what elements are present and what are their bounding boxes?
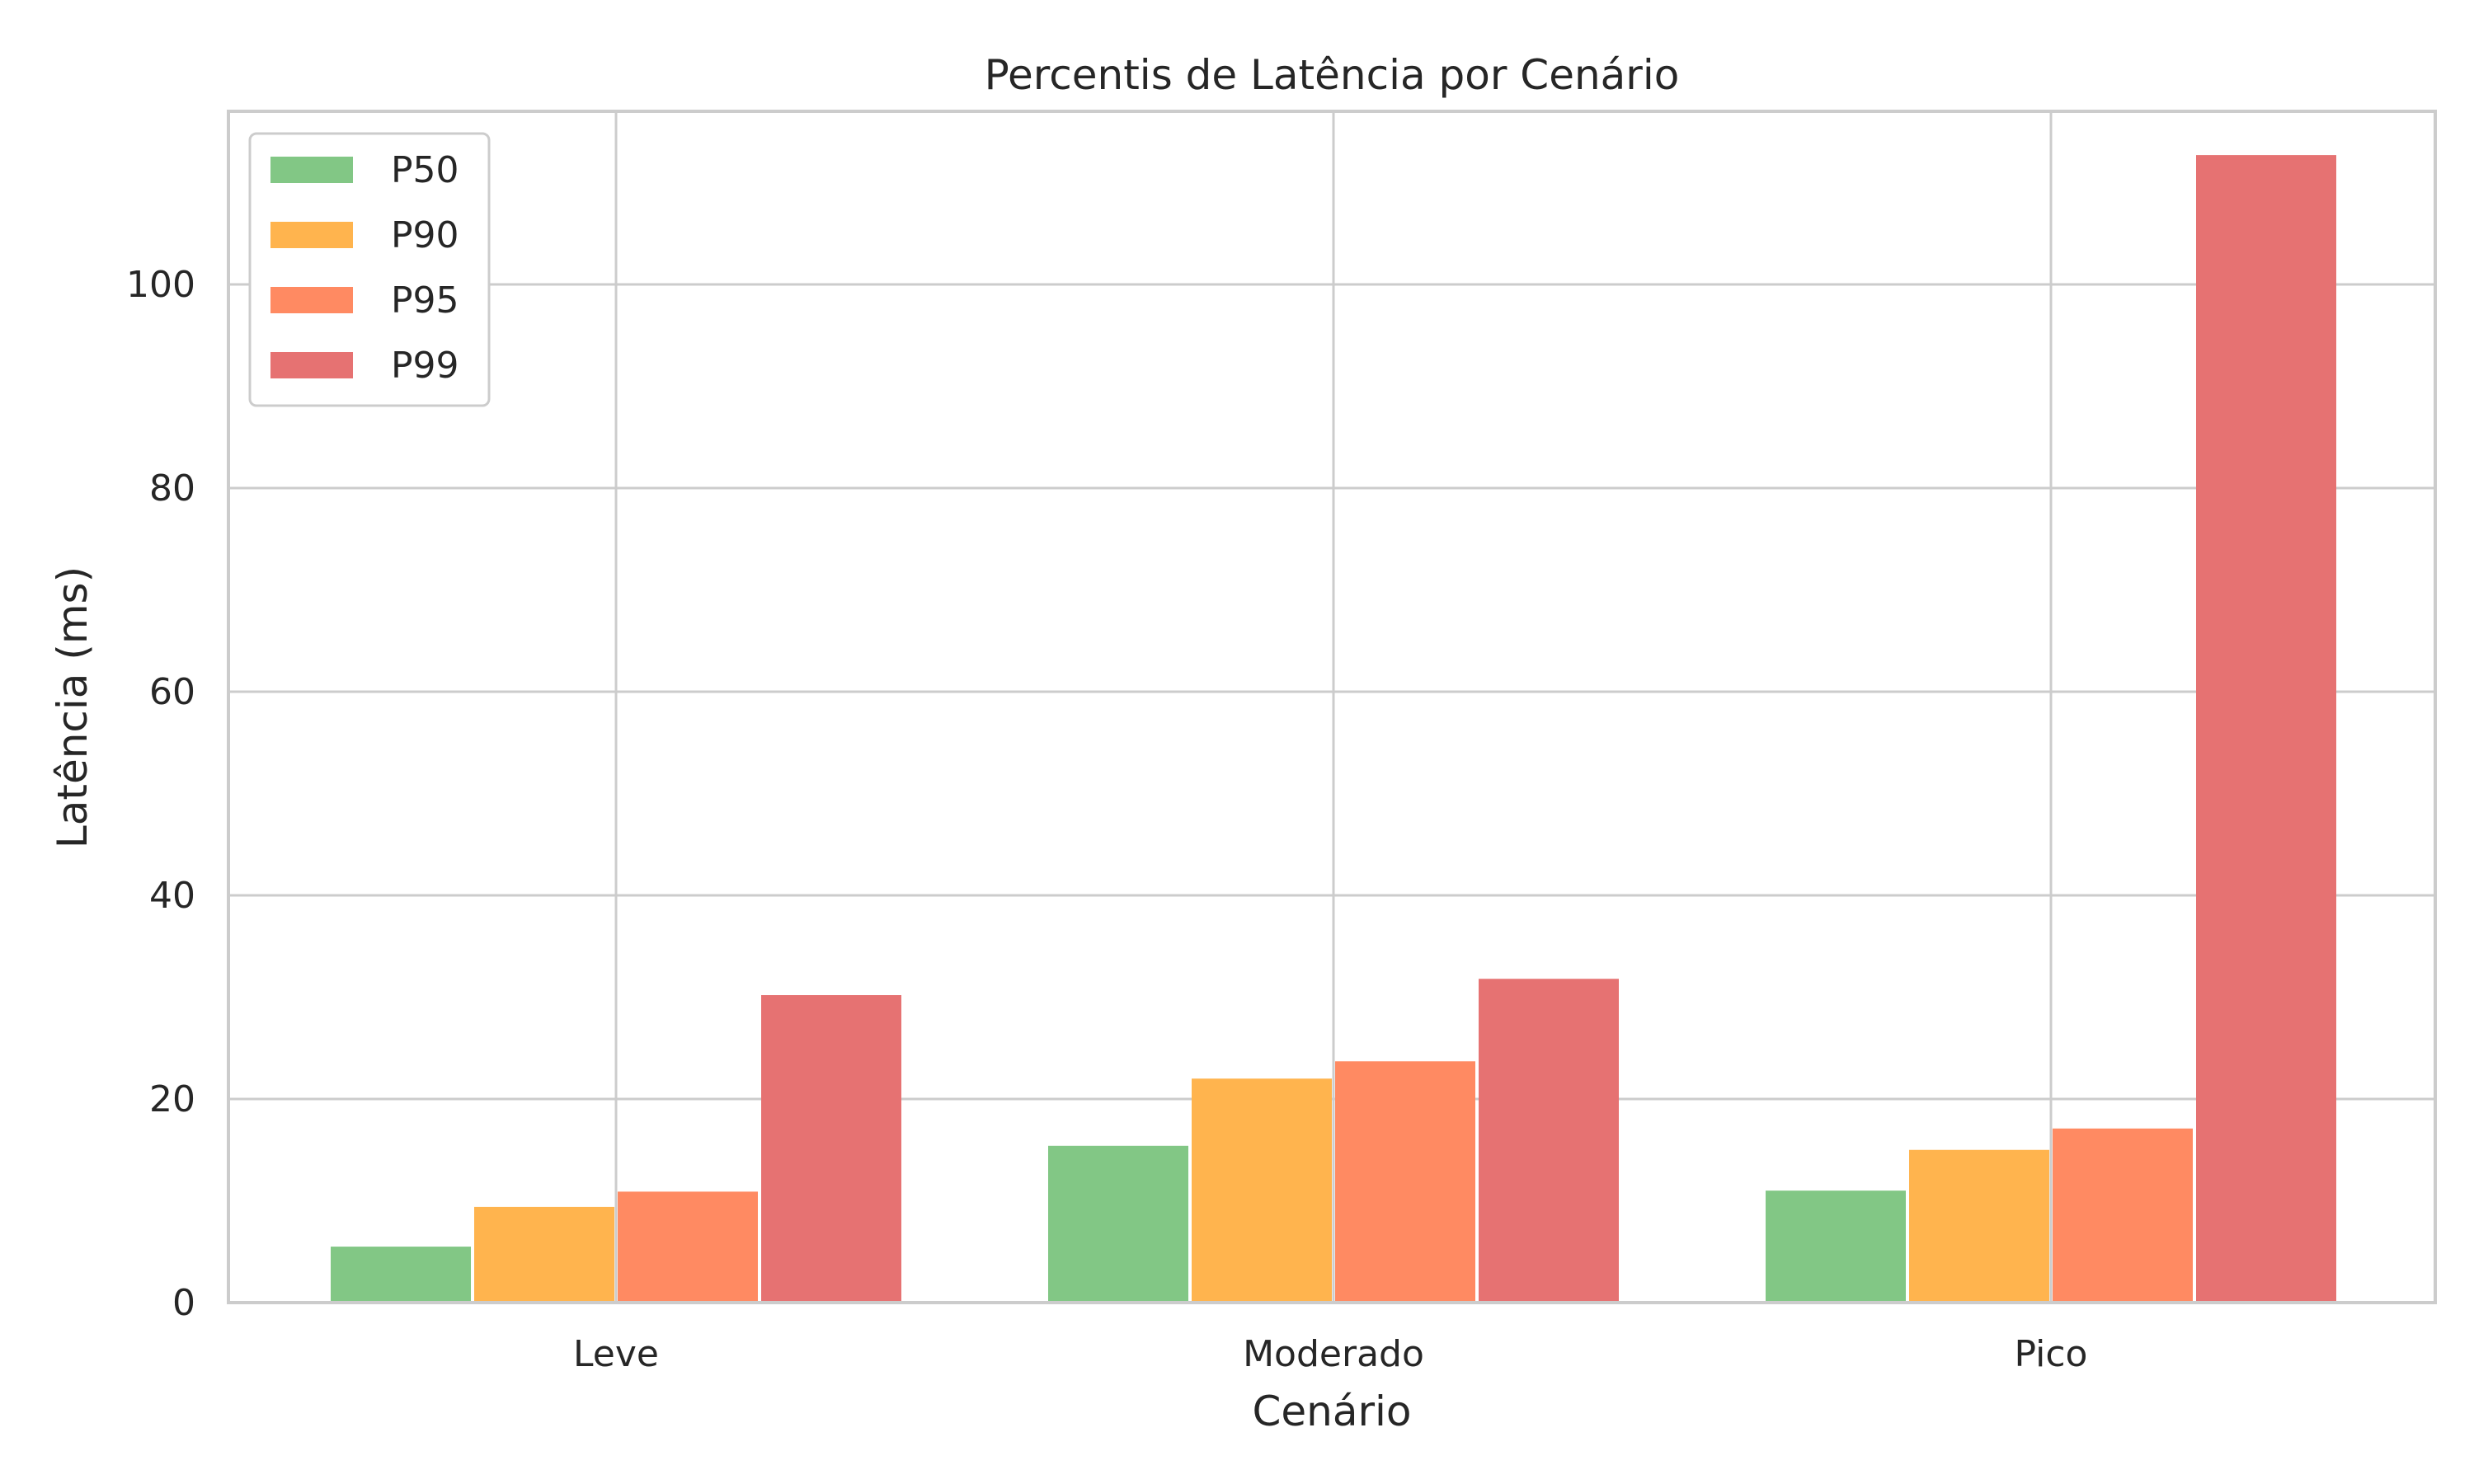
x-tick-label: Leve [573,1333,659,1375]
bar-p95-leve [618,1191,758,1303]
legend-label-p95: P95 [391,279,459,322]
legend: P50 P90 P95 P99 [248,132,491,407]
y-tick-label: 40 [149,875,195,917]
legend-swatch-p95 [270,287,353,313]
bar-p90-pico [1909,1149,2049,1303]
bar-p99-leve [761,995,901,1303]
bar-p90-moderado [1192,1078,1332,1303]
x-axis-label: Cenário [1252,1388,1411,1435]
x-tick-label: Pico [2015,1333,2088,1375]
bar-p95-pico [2053,1128,2193,1303]
bar-p95-moderado [1335,1061,1475,1303]
legend-swatch-p50 [270,157,353,183]
y-tick-label: 0 [172,1282,195,1324]
y-tick-label: 20 [149,1078,195,1120]
bar-p99-pico [2196,155,2336,1303]
y-tick-label: 60 [149,671,195,713]
bar-p50-pico [1766,1190,1906,1303]
bar-p50-moderado [1048,1145,1188,1303]
chart-title: Percentis de Latência por Cenário [985,51,1680,99]
x-tick-label: Moderado [1243,1333,1424,1375]
plot-frame [227,110,2437,1304]
y-ticks: 0 20 40 60 80 100 [126,264,195,1324]
legend-swatch-p99 [270,352,353,378]
bar-p90-leve [474,1206,614,1303]
grid-lines [228,111,2435,1304]
legend-label-p99: P99 [391,345,459,387]
bar-p50-leve [331,1247,471,1303]
y-tick-label: 100 [126,264,195,306]
legend-label-p50: P50 [391,149,459,191]
bar-p99-moderado [1479,979,1619,1303]
legend-box [248,132,491,407]
bars [331,155,2336,1303]
y-axis-label: Latência (ms) [49,566,96,848]
legend-swatch-p90 [270,222,353,248]
y-tick-label: 80 [149,467,195,510]
legend-label-p90: P90 [391,214,459,256]
x-ticks: Leve Moderado Pico [573,1333,2087,1375]
